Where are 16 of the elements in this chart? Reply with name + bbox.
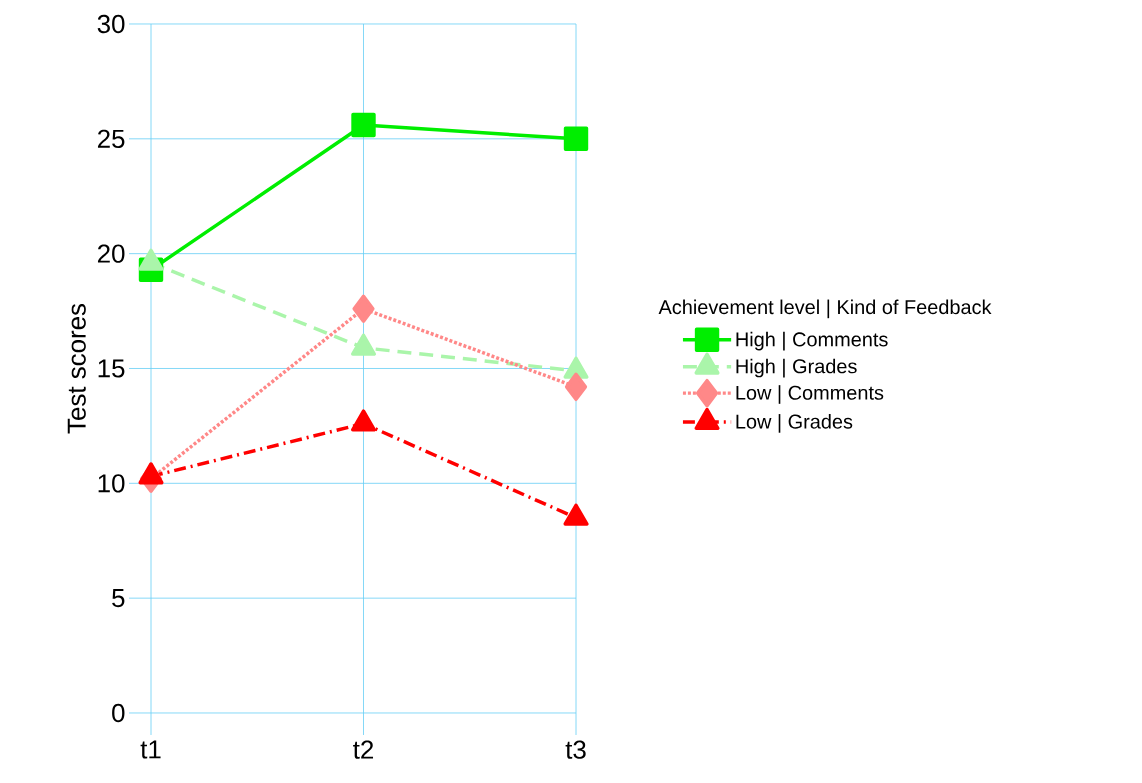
y-tick-label: 25 — [97, 129, 125, 148]
legend-label: Low | Comments — [736, 385, 884, 404]
y-tick-label: 0 — [112, 703, 125, 723]
legend-title: Achievement level | Kind of Feedback — [658, 299, 992, 319]
legend-label: High | Grades — [736, 358, 857, 378]
legend-label: High | Comments — [736, 331, 888, 351]
y-tick-label: 30 — [97, 14, 125, 34]
y-tick-label: 20 — [97, 244, 125, 263]
x-tick-label: t3 — [565, 740, 586, 759]
y-tick-label: 10 — [98, 474, 125, 493]
y-axis-title: Test scores — [67, 303, 86, 434]
legend-label: Low | Grades — [736, 414, 853, 433]
x-tick-label: t1 — [140, 740, 161, 759]
y-tick-label: 15 — [98, 359, 125, 378]
x-tick-label: t2 — [353, 740, 374, 759]
y-tick-label: 5 — [112, 589, 125, 608]
